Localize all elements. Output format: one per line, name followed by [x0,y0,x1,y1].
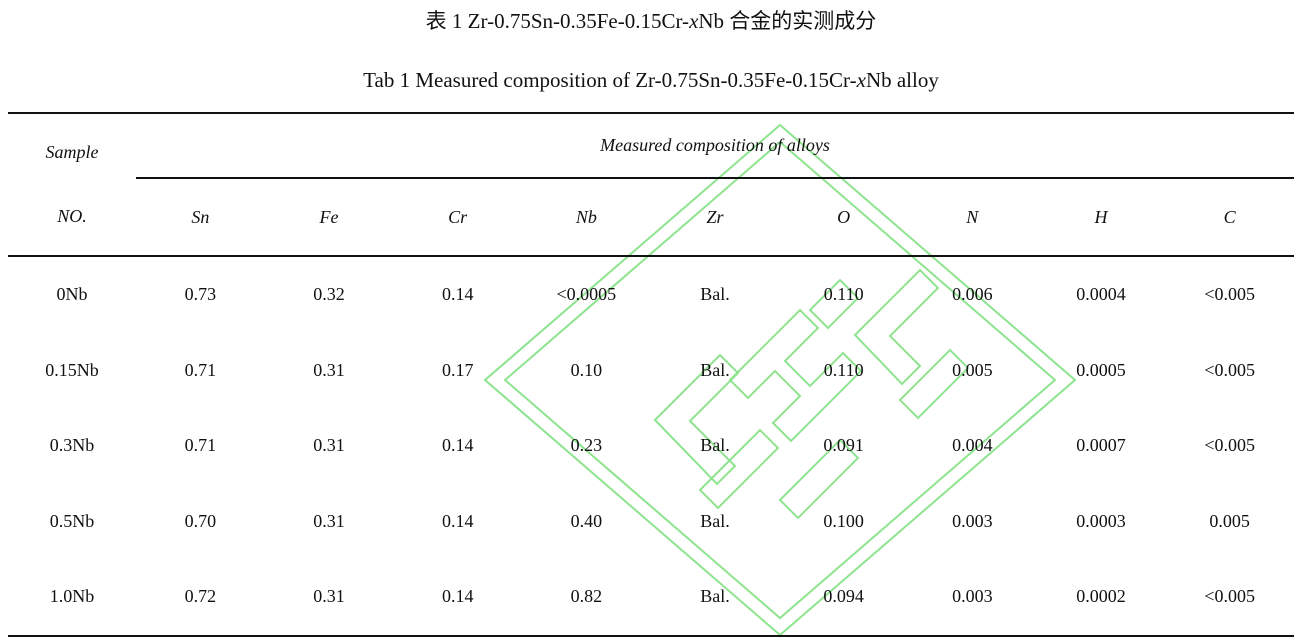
value-cell: 0.14 [393,559,523,637]
value-cell: Bal. [700,359,730,380]
column-header-o: O [779,178,908,257]
value-cell: 0.10 [570,359,603,380]
value-cell: 0.31 [313,359,345,380]
column-header-nb: Nb [522,178,651,257]
column-header-cr: Cr [393,178,523,257]
value-cell: 0.100 [823,510,864,531]
value-cell: 0.006 [952,284,993,305]
value-cell: Bal. [650,559,780,637]
value-cell: <0.005 [1165,559,1294,637]
column-header-fe: Fe [264,178,394,257]
value-cell: 0.17 [441,359,474,380]
value-cell: 0.0007 [1076,435,1126,456]
value-cell: 0.71 [184,359,217,380]
value-cell: Bal. [700,510,730,531]
sample-number-header: NO. [8,178,137,257]
value-cell: <0.005 [1204,284,1255,305]
column-header-sn: Sn [136,178,265,257]
caption-en-suffix: Nb alloy [865,68,939,92]
sample-header-cell: Sample [8,112,137,178]
value-cell: 0.005 [952,359,993,380]
value-cell: 0.73 [184,284,217,305]
column-header-c: C [1165,178,1294,257]
column-header-h: H [1036,178,1166,257]
sample-cell: 0.15Nb [45,359,99,380]
table-caption-chinese: 表 1 Zr-0.75Sn-0.35Fe-0.15Cr-xNb 合金的实测成分 [0,5,1302,35]
value-cell: 0.32 [313,284,345,305]
table-row: 0Nb 0.73 0.32 0.14 <0.0005 Bal. 0.110 0.… [8,256,1294,333]
table-row: 0.15Nb 0.71 0.31 0.17 0.10 Bal. 0.110 0.… [8,333,1294,409]
sample-cell: 0.3Nb [49,435,95,456]
composition-table: Sample Measured composition of alloys NO… [8,112,1294,637]
value-cell: 0.091 [823,435,864,456]
caption-cn-suffix: Nb 合金的实测成分 [698,9,877,33]
value-cell: 0.0005 [1076,359,1126,380]
sample-cell: 0Nb [56,284,88,305]
value-cell: 0.14 [441,284,474,305]
value-cell: Bal. [700,435,730,456]
caption-cn-variable: x [689,9,699,33]
value-cell: 0.40 [570,510,603,531]
value-cell: 0.0004 [1076,284,1126,305]
column-header-n: N [907,178,1037,257]
value-cell: 0.82 [522,559,651,637]
table-caption-english: Tab 1 Measured composition of Zr-0.75Sn-… [0,68,1302,93]
value-cell: 0.005 [1209,510,1250,531]
value-cell: 0.14 [441,435,474,456]
sample-cell: 0.5Nb [49,510,95,531]
value-cell: <0.0005 [556,284,617,305]
value-cell: 0.72 [136,559,265,637]
value-cell: 0.003 [907,559,1037,637]
value-cell: 0.70 [184,510,217,531]
value-cell: 0.23 [570,435,603,456]
value-cell: 0.0003 [1076,510,1126,531]
column-header-zr: Zr [650,178,780,257]
value-cell: <0.005 [1204,359,1255,380]
value-cell: 0.0002 [1036,559,1166,637]
value-cell: 0.71 [184,435,217,456]
value-cell: <0.005 [1204,435,1255,456]
value-cell: 0.31 [264,559,394,637]
value-cell: 0.004 [952,435,993,456]
value-cell: 0.31 [313,435,345,456]
value-cell: 0.094 [779,559,908,637]
group-header: Measured composition of alloys [136,112,1294,179]
sample-cell: 1.0Nb [8,559,137,637]
value-cell: 0.003 [952,510,993,531]
table-row: 1.0Nb 0.72 0.31 0.14 0.82 Bal. 0.094 0.0… [8,559,1294,637]
value-cell: 0.110 [823,359,864,380]
table-row: 0.5Nb 0.70 0.31 0.14 0.40 Bal. 0.100 0.0… [8,484,1294,560]
value-cell: 0.31 [313,510,345,531]
caption-en-prefix: Tab 1 Measured composition of Zr-0.75Sn-… [363,68,857,92]
table-row: 0.3Nb 0.71 0.31 0.14 0.23 Bal. 0.091 0.0… [8,408,1294,484]
sample-header-label: Sample [45,141,99,162]
value-cell: 0.14 [441,510,474,531]
caption-cn-prefix: 表 1 Zr-0.75Sn-0.35Fe-0.15Cr- [425,9,690,33]
value-cell: 0.110 [823,284,864,305]
value-cell: Bal. [700,284,730,305]
caption-en-variable: x [856,68,866,92]
